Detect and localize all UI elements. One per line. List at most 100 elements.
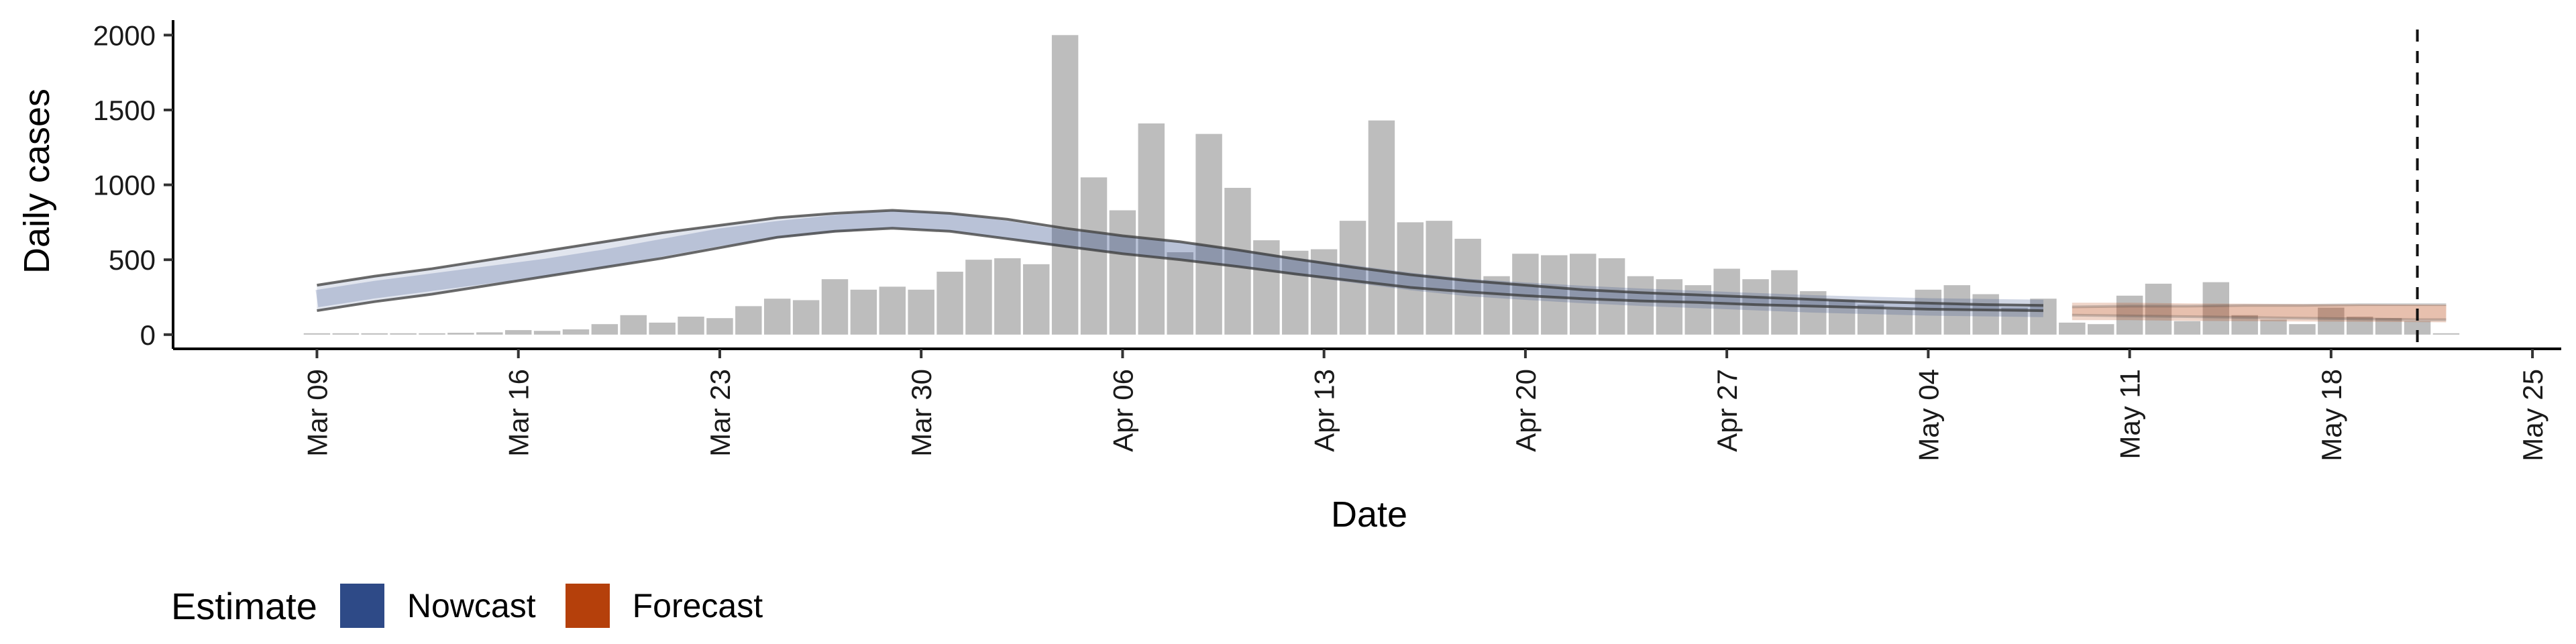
nowcast-median bbox=[315, 210, 2044, 317]
bar bbox=[1598, 258, 1625, 335]
y-tick-label: 2000 bbox=[93, 19, 156, 51]
bar bbox=[1282, 250, 1309, 335]
x-tick-label: Mar 23 bbox=[704, 369, 736, 457]
bar bbox=[1167, 252, 1193, 335]
bar bbox=[1972, 294, 1999, 335]
x-tick-label: Mar 09 bbox=[301, 369, 333, 457]
legend-key-nowcast bbox=[339, 584, 384, 628]
bar bbox=[1541, 255, 1568, 335]
bar bbox=[2174, 321, 2201, 335]
bar bbox=[735, 306, 762, 335]
bar bbox=[792, 300, 820, 335]
bar bbox=[821, 279, 849, 335]
bar bbox=[1656, 279, 1683, 335]
x-tick-label: Mar 30 bbox=[906, 369, 937, 457]
nowcast-upper-line bbox=[317, 209, 2043, 307]
bar bbox=[706, 318, 733, 335]
legend-title: Estimate bbox=[171, 584, 317, 627]
forecast-lower-line bbox=[2072, 313, 2447, 321]
legend-label-forecast: Forecast bbox=[632, 587, 763, 625]
y-tick-label: 1000 bbox=[93, 170, 156, 201]
x-tick-label: Apr 13 bbox=[1309, 369, 1340, 452]
bar bbox=[533, 331, 561, 335]
bar bbox=[1051, 35, 1079, 335]
forecast-median bbox=[2072, 303, 2447, 323]
y-tick-label: 500 bbox=[109, 244, 156, 276]
bar bbox=[1857, 305, 1884, 335]
bar bbox=[332, 333, 360, 335]
forecast-band bbox=[2072, 305, 2447, 320]
bar bbox=[591, 324, 619, 335]
bar bbox=[1742, 279, 1769, 335]
bar bbox=[2145, 283, 2172, 335]
bar bbox=[562, 329, 590, 335]
legend-key-forecast bbox=[565, 584, 610, 628]
bar bbox=[1886, 309, 1913, 335]
nowcast-band bbox=[317, 210, 2043, 311]
bar bbox=[965, 260, 992, 335]
bar bbox=[1109, 210, 1136, 335]
x-axis-title: Date bbox=[1331, 494, 1407, 535]
bar bbox=[1339, 221, 1366, 335]
bar bbox=[1713, 268, 1740, 335]
bands-layer bbox=[315, 209, 2447, 323]
x-tick-label: Mar 16 bbox=[503, 369, 535, 457]
bar bbox=[504, 330, 532, 335]
bar bbox=[303, 333, 331, 335]
bar bbox=[2001, 307, 2028, 335]
bar bbox=[1195, 133, 1222, 335]
bar bbox=[1138, 123, 1165, 335]
bar bbox=[908, 289, 934, 335]
bar bbox=[419, 333, 445, 335]
bar bbox=[447, 333, 474, 335]
bar bbox=[850, 289, 877, 335]
bar bbox=[2375, 318, 2402, 335]
bar bbox=[2347, 317, 2373, 335]
bar bbox=[476, 332, 503, 335]
bar bbox=[1397, 222, 1424, 335]
bar bbox=[1569, 254, 1597, 335]
bar bbox=[936, 272, 963, 335]
bar bbox=[2318, 307, 2345, 335]
bar bbox=[994, 258, 1021, 335]
bar bbox=[2404, 321, 2431, 335]
x-tick-label: May 11 bbox=[2114, 369, 2146, 460]
x-tick-label: May 18 bbox=[2316, 369, 2347, 462]
bar bbox=[763, 299, 791, 335]
bar bbox=[2059, 322, 2086, 335]
x-tick-label: Apr 20 bbox=[1510, 369, 1542, 452]
nowcast-lower-line bbox=[317, 227, 2043, 313]
bar bbox=[649, 322, 676, 335]
bar bbox=[1023, 264, 1050, 335]
bar bbox=[1080, 177, 1108, 335]
bar bbox=[678, 317, 704, 335]
bar bbox=[1483, 276, 1510, 335]
bar bbox=[2088, 324, 2114, 335]
bar bbox=[1454, 238, 1481, 335]
legend: Estimate Nowcast Forecast bbox=[171, 576, 792, 636]
x-tick-label: May 04 bbox=[1913, 369, 1944, 462]
bar bbox=[2116, 295, 2143, 335]
bar bbox=[1627, 276, 1654, 335]
bar bbox=[390, 333, 417, 335]
x-tick-label: Apr 06 bbox=[1107, 369, 1138, 452]
bar bbox=[879, 286, 906, 335]
x-tick-label: Apr 27 bbox=[1711, 369, 1743, 452]
legend-label-nowcast: Nowcast bbox=[407, 587, 536, 625]
y-axis-title: Daily cases bbox=[17, 89, 57, 274]
bar bbox=[2432, 333, 2460, 335]
bar bbox=[1368, 120, 1395, 335]
bar bbox=[1771, 270, 1798, 335]
tick-layer: 0 500 1000 1500 2000 Mar 09 Mar 16 Mar 23 Mar 30… bbox=[93, 19, 2549, 461]
bar bbox=[2260, 319, 2287, 335]
bar bbox=[620, 315, 647, 335]
y-tick-label: 0 bbox=[140, 319, 156, 351]
bar bbox=[2231, 315, 2258, 335]
bars-layer bbox=[303, 35, 2460, 335]
x-tick-label: May 25 bbox=[2517, 369, 2548, 462]
bar bbox=[1915, 289, 1942, 335]
bar bbox=[1224, 188, 1251, 335]
bar bbox=[361, 333, 388, 335]
legend-item-nowcast: Nowcast bbox=[339, 584, 536, 628]
